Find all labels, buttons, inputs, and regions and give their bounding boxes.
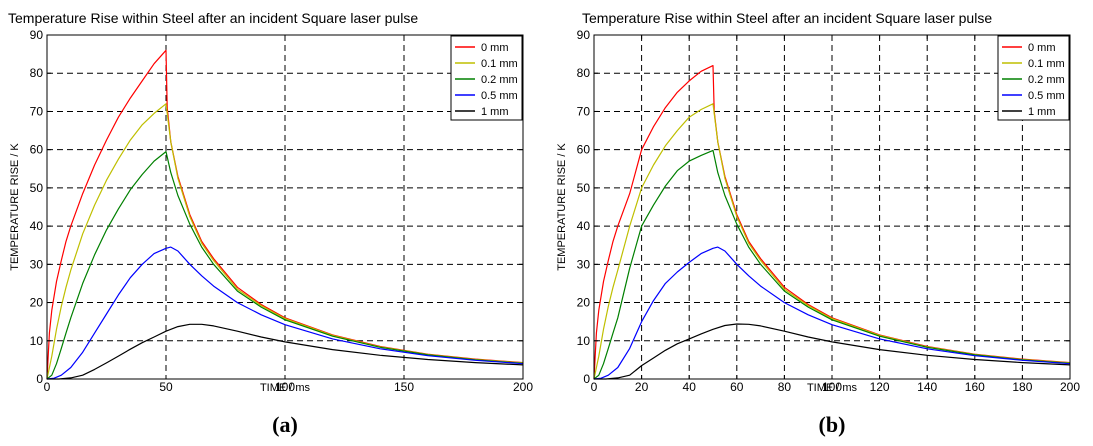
x-tick-label: 150 (394, 380, 414, 394)
axis-ticks: 0 20 40 60 80 100 120 140 160 180 200 0 10 20 30 40 50 60… (577, 28, 1081, 394)
y-tick-label: 50 (30, 181, 44, 195)
x-tick-label: 120 (870, 380, 890, 394)
x-axis-label: TIME / ms (260, 382, 311, 394)
x-tick-label: 20 (635, 380, 649, 394)
grid-lines (594, 35, 1070, 379)
legend-box (997, 35, 1070, 121)
y-axis-label: TEMPERATURE RISE / K (556, 143, 568, 271)
series-line (593, 64, 1071, 380)
y-tick-label: 10 (30, 334, 44, 348)
y-tick-label: 70 (30, 104, 44, 118)
x-axis-label: TIME / ms (807, 382, 858, 394)
y-tick-label: 30 (30, 257, 44, 271)
series-line (47, 323, 524, 380)
series-lines (593, 64, 1071, 380)
y-tick-label: 40 (577, 219, 591, 233)
legend-label: 0.5 mm (1028, 90, 1065, 102)
legend-label: 0.5 mm (481, 90, 518, 102)
chart-title: Temperature Rise within Steel after an i… (8, 10, 418, 26)
panel-caption: (a) (272, 412, 298, 437)
grid-lines (47, 35, 523, 379)
x-tick-label: 200 (513, 380, 533, 394)
series-line (46, 103, 524, 380)
series-lines (46, 49, 524, 380)
y-tick-label: 60 (30, 143, 44, 157)
legend-label: 0 mm (481, 42, 509, 54)
series-line (593, 103, 1071, 380)
series-line (593, 149, 1071, 380)
legend-label: 0.2 mm (481, 74, 518, 86)
series-line (46, 49, 524, 380)
legend: 0 mm 0.1 mm 0.2 mm 0.5 mm 1 mm (450, 35, 523, 121)
x-tick-label: 0 (591, 380, 598, 394)
x-tick-label: 100 (275, 380, 295, 394)
panel-caption: (b) (819, 412, 846, 437)
legend-label: 0.2 mm (1028, 74, 1065, 86)
y-tick-label: 80 (30, 66, 44, 80)
chart-panel-a: Temperature Rise within Steel after an i… (8, 10, 533, 437)
x-tick-label: 50 (159, 380, 173, 394)
legend-label: 0 mm (1028, 42, 1056, 54)
x-tick-label: 200 (1060, 380, 1080, 394)
y-tick-label: 20 (577, 296, 591, 310)
legend-label: 1 mm (1028, 106, 1056, 118)
legend-label: 1 mm (481, 106, 509, 118)
series-line (46, 151, 524, 380)
y-tick-label: 70 (577, 104, 591, 118)
x-tick-label: 60 (730, 380, 744, 394)
y-tick-label: 90 (30, 28, 44, 42)
y-tick-label: 90 (577, 28, 591, 42)
y-tick-label: 80 (577, 66, 591, 80)
legend-box (450, 35, 523, 121)
y-axis-label: TEMPERATURE RISE / K (9, 143, 21, 271)
series-line (594, 323, 1071, 380)
x-tick-label: 180 (1012, 380, 1032, 394)
y-tick-label: 0 (36, 372, 43, 386)
y-tick-label: 40 (30, 219, 44, 233)
chart-title: Temperature Rise within Steel after an i… (582, 10, 992, 26)
legend-label: 0.1 mm (481, 58, 518, 70)
series-line (46, 246, 524, 380)
y-tick-label: 0 (583, 372, 590, 386)
x-tick-label: 40 (683, 380, 697, 394)
x-tick-label: 160 (965, 380, 985, 394)
series-line (593, 246, 1071, 380)
y-tick-label: 10 (577, 334, 591, 348)
y-tick-label: 30 (577, 257, 591, 271)
y-tick-label: 20 (30, 296, 44, 310)
legend: 0 mm 0.1 mm 0.2 mm 0.5 mm 1 mm (997, 35, 1070, 121)
x-tick-label: 100 (822, 380, 842, 394)
y-tick-label: 60 (577, 143, 591, 157)
legend-label: 0.1 mm (1028, 58, 1065, 70)
chart-panel-b: Temperature Rise within Steel after an i… (556, 10, 1080, 437)
x-tick-label: 0 (44, 380, 51, 394)
x-tick-label: 140 (917, 380, 937, 394)
y-tick-label: 50 (577, 181, 591, 195)
x-tick-label: 80 (778, 380, 792, 394)
axis-ticks: 0 50 100 150 200 0 10 20 30 40 50 60 70 80 90 (30, 28, 534, 394)
